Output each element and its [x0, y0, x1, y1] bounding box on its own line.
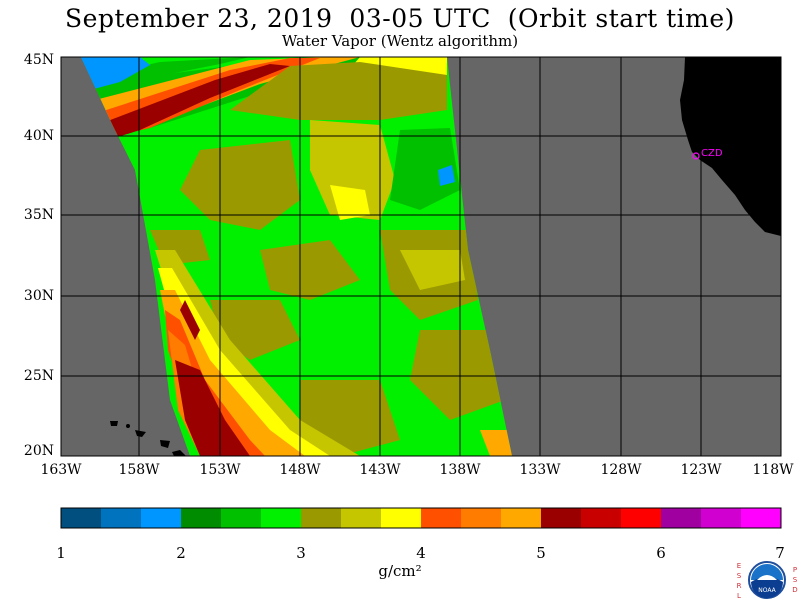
lat-label-45n: 45N: [23, 52, 54, 68]
colorbar-swatch: [741, 508, 782, 528]
colorbar-tick-2: 2: [176, 544, 186, 562]
map-gridlines: [61, 57, 781, 456]
hawaii-island-oahu: [135, 430, 146, 437]
colorbar-tick-1: 1: [56, 544, 66, 562]
colorbar-tick-4: 4: [416, 544, 426, 562]
colorbar-tick-7: 7: [775, 544, 785, 562]
map-subtitle: Water Vapor (Wentz algorithm): [281, 32, 519, 50]
colorbar-swatch: [101, 508, 142, 528]
logo-letter-s2: S: [792, 576, 798, 584]
colorbar: [61, 508, 782, 528]
colorbar-swatch: [181, 508, 222, 528]
lon-label-138w: 138W: [439, 462, 481, 478]
colorbar-swatch: [421, 508, 462, 528]
station-marker-icon: [692, 152, 700, 160]
hawaii-island-kauai: [110, 421, 118, 426]
logo-letter-l: L: [737, 592, 741, 600]
california-coast: [680, 57, 781, 236]
colorbar-units: g/cm²: [378, 562, 422, 580]
lat-label-40n: 40N: [23, 128, 54, 144]
lon-label-143w: 143W: [359, 462, 401, 478]
noaa-emblem-icon: NOAA: [748, 561, 786, 599]
station-label: CZD: [701, 148, 723, 159]
station-marker: CZD: [692, 148, 723, 160]
noaa-badge-text: NOAA: [758, 587, 776, 594]
lon-label-133w: 133W: [519, 462, 561, 478]
esrl-psd-noaa-logo: E S R L NOAA P S D: [735, 558, 799, 600]
colorbar-tick-6: 6: [656, 544, 666, 562]
colorbar-swatch: [221, 508, 262, 528]
lon-label-153w: 153W: [199, 462, 241, 478]
logo-letter-r: R: [736, 582, 742, 590]
lat-label-25n: 25N: [23, 368, 54, 384]
map-title: September 23, 2019 03-05 UTC (Orbit star…: [65, 4, 735, 33]
lon-label-158w: 158W: [118, 462, 160, 478]
lat-label-30n: 30N: [23, 288, 54, 304]
lon-label-128w: 128W: [600, 462, 642, 478]
lon-label-123w: 123W: [680, 462, 722, 478]
colorbar-swatch: [341, 508, 382, 528]
hawaii-island-small: [126, 424, 130, 428]
colorbar-swatch: [461, 508, 502, 528]
lon-label-163w: 163W: [40, 462, 82, 478]
colorbar-swatch: [621, 508, 662, 528]
colorbar-frame: [60, 507, 782, 529]
logo-letter-p: P: [792, 566, 798, 574]
colorbar-swatch: [141, 508, 182, 528]
colorbar-swatch: [61, 508, 102, 528]
colorbar-swatch: [261, 508, 302, 528]
colorbar-swatch: [701, 508, 742, 528]
colorbar-swatch: [661, 508, 702, 528]
colorbar-tick-5: 5: [536, 544, 546, 562]
colorbar-swatch: [581, 508, 622, 528]
colorbar-swatch: [501, 508, 542, 528]
lat-label-35n: 35N: [23, 207, 54, 223]
land-masses: [110, 57, 781, 456]
colorbar-swatch: [381, 508, 422, 528]
logo-letter-e: E: [736, 562, 742, 570]
colorbar-swatch: [301, 508, 342, 528]
logo-letter-s: S: [736, 572, 742, 580]
colorbar-swatch: [541, 508, 582, 528]
hawaii-island-maui: [160, 440, 170, 448]
map-frame: [60, 56, 782, 457]
lon-label-118w: 118W: [752, 462, 794, 478]
logo-letter-d: D: [792, 586, 798, 594]
hawaii-island-big: [172, 450, 186, 456]
lon-label-148w: 148W: [279, 462, 321, 478]
lat-label-20n: 20N: [23, 443, 54, 459]
colorbar-tick-3: 3: [296, 544, 306, 562]
